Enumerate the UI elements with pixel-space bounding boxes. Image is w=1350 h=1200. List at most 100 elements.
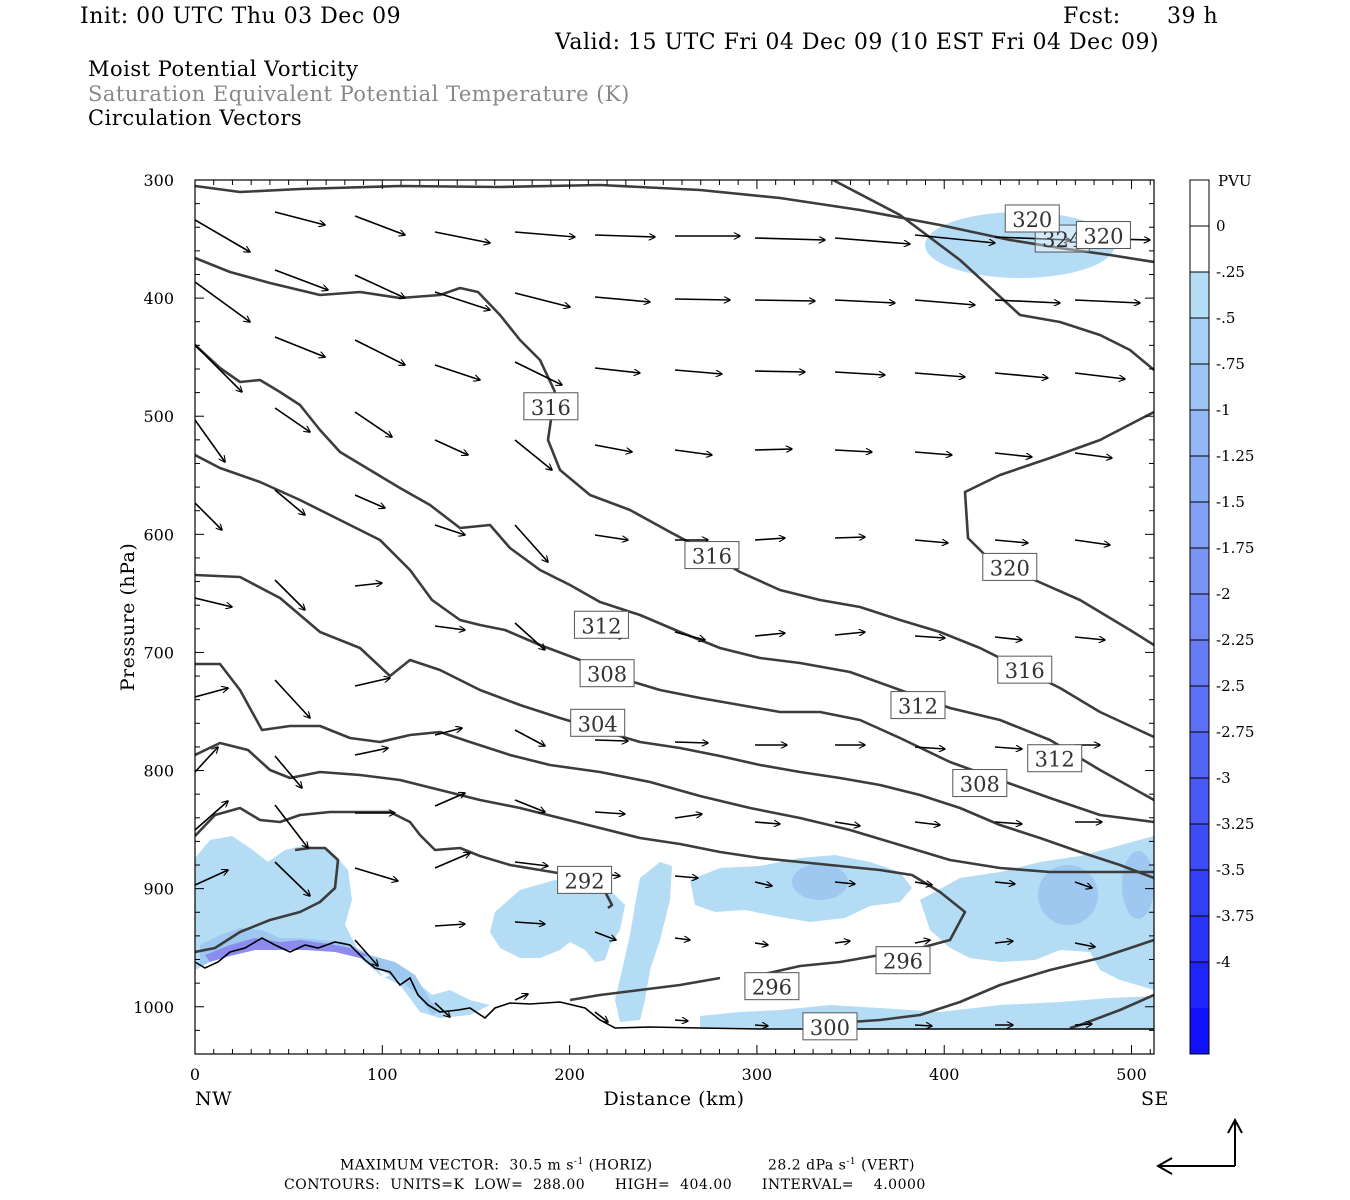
contour-info: CONTOURS: UNITS=K LOW= 288.00 HIGH= 404.… — [284, 1177, 926, 1193]
vector — [754, 238, 825, 240]
contour-label-box — [875, 946, 931, 975]
vector — [354, 411, 392, 437]
colorbar-swatch — [1190, 824, 1209, 871]
colorbar-swatch — [1190, 318, 1209, 365]
forecast-label: Fcst: — [1063, 4, 1121, 29]
vector — [594, 740, 628, 741]
vector — [434, 364, 480, 380]
contour-label-box — [573, 610, 629, 639]
colorbar-label: -3.25 — [1216, 815, 1254, 833]
vector — [834, 450, 872, 452]
vector — [195, 870, 228, 886]
vector — [994, 372, 1048, 378]
contour-label: 312 — [1027, 744, 1083, 773]
colorbar-label: 0 — [1216, 217, 1226, 235]
max-vector-vert-exponent: -1 — [846, 1157, 857, 1167]
vector — [834, 821, 860, 826]
pv-area-mid-core — [792, 864, 848, 900]
vector — [994, 299, 1060, 303]
contour-label-box — [1075, 221, 1131, 250]
colorbar-swatch — [1190, 732, 1209, 779]
pv-area-right-core — [1038, 865, 1098, 925]
colorbar-label: -2.5 — [1216, 677, 1245, 695]
vector — [754, 882, 772, 886]
forecast-hours: 39 h — [1167, 4, 1219, 29]
pv-area-left-inner — [200, 928, 440, 1015]
x-tick-label: 200 — [554, 1065, 585, 1084]
vector — [274, 407, 310, 432]
contour-label-text: 312 — [1035, 748, 1075, 772]
vector — [594, 296, 650, 302]
x-tick-label: 500 — [1116, 1065, 1147, 1084]
max-vector-label: MAXIMUM VECTOR: 30.5 m s — [340, 1157, 574, 1174]
vector — [674, 938, 690, 940]
vector — [434, 853, 470, 869]
vector — [514, 729, 545, 746]
max-vector-vert-tail: (VERT) — [856, 1157, 915, 1174]
vector — [674, 814, 702, 819]
colorbar-label: -2.25 — [1216, 631, 1254, 649]
colorbar-frame — [1189, 179, 1210, 1055]
init-time: Init: 00 UTC Thu 03 Dec 09 — [80, 4, 402, 29]
vector — [914, 940, 930, 943]
contour-label-box — [744, 972, 800, 1001]
colorbar-label: -4 — [1216, 953, 1231, 971]
vector — [594, 235, 655, 237]
contour-label: 316 — [523, 392, 579, 421]
vector — [434, 793, 465, 807]
colorbar-label: -3.75 — [1216, 907, 1254, 925]
contour-296-lower — [569, 976, 721, 1002]
max-vector-vert: 28.2 dPa s — [768, 1157, 847, 1174]
valid-time: Valid: 15 UTC Fri 04 Dec 09 (10 EST Fri … — [555, 30, 1160, 55]
contour-324-top — [195, 183, 1154, 264]
colorbar-swatch — [1190, 962, 1209, 1009]
contour-320-upper — [832, 180, 1154, 371]
vector — [834, 300, 895, 303]
vector — [834, 537, 865, 538]
vector — [274, 489, 305, 515]
contour-label-text: 308 — [587, 663, 627, 687]
contour-label: 296 — [875, 946, 931, 975]
vector — [914, 636, 945, 638]
colorbar-label: -3.5 — [1216, 861, 1245, 879]
vector — [514, 231, 575, 237]
vector — [994, 882, 1015, 884]
vector — [834, 882, 855, 884]
y-tick-label: 800 — [143, 762, 174, 781]
colorbar-label: -2 — [1216, 585, 1231, 603]
contour-label: 308 — [952, 769, 1008, 798]
contour-label-box — [557, 865, 613, 894]
vector — [274, 804, 308, 848]
contour-308 — [195, 573, 1154, 880]
contour-292 — [195, 846, 340, 954]
vector — [195, 688, 228, 698]
y-tick-label: 400 — [143, 289, 174, 308]
vector — [674, 742, 708, 743]
vector — [594, 1011, 608, 1022]
contour-label-text: 296 — [883, 950, 923, 974]
vector — [674, 299, 730, 300]
contour-label-box — [523, 392, 579, 421]
contour-label-text: 312 — [581, 614, 621, 638]
vector — [354, 583, 382, 586]
colorbar-label: -3 — [1216, 769, 1231, 787]
vector — [994, 540, 1028, 543]
reference-arrowhead-left — [1155, 1157, 1173, 1175]
field-title-mpv: Moist Potential Vorticity — [88, 57, 359, 81]
vector — [514, 361, 562, 385]
colorbar-label: -.75 — [1216, 355, 1245, 373]
x-tick-label: 0 — [190, 1065, 200, 1084]
vector — [754, 449, 792, 450]
vector — [754, 300, 815, 301]
vector — [594, 534, 628, 540]
vector — [195, 344, 242, 392]
vector — [994, 452, 1032, 457]
pv-area-upper — [925, 212, 1115, 278]
vector — [1074, 539, 1110, 545]
contour-label-box — [1027, 744, 1083, 773]
colorbar-swatch — [1190, 594, 1209, 641]
colorbar-label: -1.25 — [1216, 447, 1254, 465]
contour-320-left — [195, 256, 557, 393]
